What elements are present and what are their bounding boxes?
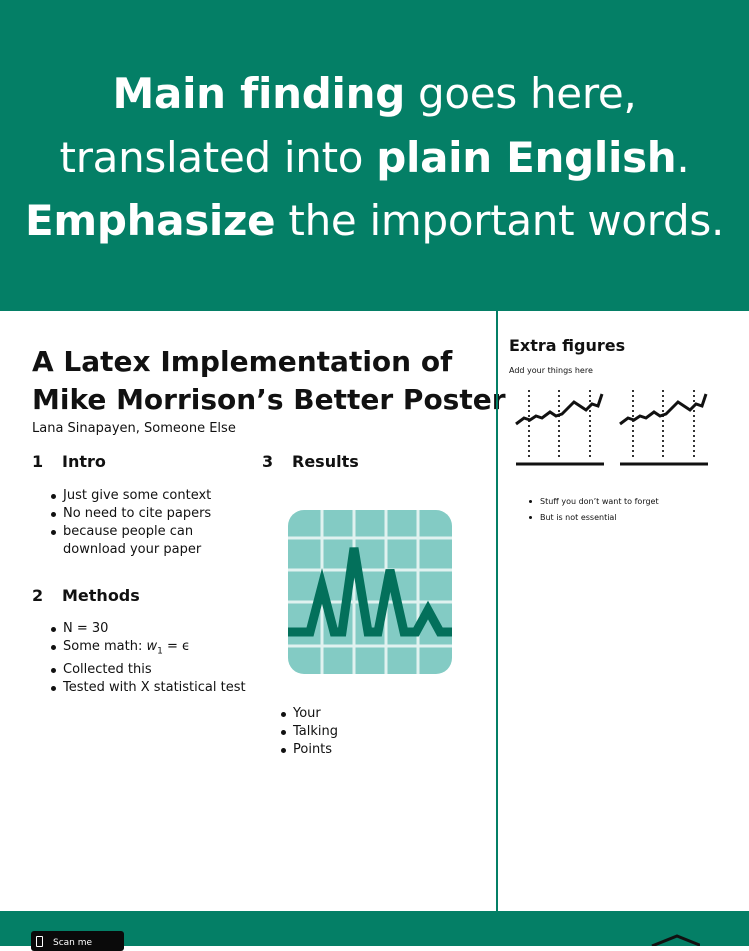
list-item: Points: [279, 741, 429, 759]
finding-emphasis: Main finding: [112, 69, 406, 118]
poster-authors: Lana Sinapayen, Someone Else: [32, 421, 236, 436]
section-results-heading: 3 Results: [262, 452, 359, 471]
list-item: No need to cite papers: [49, 505, 254, 523]
math-lead-text: Some math:: [63, 639, 147, 654]
footer-bar: Scan me: [0, 911, 749, 951]
section-title: Intro: [62, 452, 106, 471]
list-item: Talking: [279, 723, 429, 741]
extra-bullets: Stuff you don’t want to forget But is no…: [527, 494, 659, 526]
finding-line-3: Emphasize the important words.: [0, 195, 749, 247]
list-item: Stuff you don’t want to forget: [527, 494, 659, 510]
section-title: Methods: [62, 586, 140, 605]
results-bullets: Your Talking Points: [279, 705, 429, 759]
section-intro-heading: 1 Intro: [32, 452, 106, 471]
list-item: Your: [279, 705, 429, 723]
main-finding-banner: Main finding goes here, translated into …: [0, 0, 749, 311]
section-number: 3: [262, 452, 274, 471]
icon-grid: [288, 510, 452, 674]
line-chart-grid-icon: [288, 510, 452, 674]
sparkline-icon: [619, 390, 708, 466]
poster-title: A Latex Implementation of Mike Morrison’…: [32, 343, 506, 419]
list-item: Just give some context: [49, 487, 254, 505]
math-subscript: 1: [157, 646, 163, 657]
methods-bullets: N = 30 Some math: w1 = ϵ Collected this …: [49, 620, 254, 697]
section-methods-heading: 2 Methods: [32, 586, 140, 605]
intro-bullets: Just give some context No need to cite p…: [49, 487, 254, 559]
list-item: because people can download your paper: [49, 523, 254, 559]
finding-text: goes here,: [404, 69, 637, 118]
house-logo-icon: [651, 934, 700, 946]
list-item: N = 30: [49, 620, 254, 638]
finding-line-2: translated into plain English.: [0, 132, 749, 184]
sparkline-figures: [515, 390, 708, 466]
section-number: 2: [32, 586, 44, 605]
extra-figures-title: Extra figures: [509, 336, 626, 355]
sparkline-icon: [515, 390, 604, 466]
list-item: But is not essential: [527, 510, 659, 526]
poster-title-line-2: Mike Morrison’s Better Poster: [32, 383, 506, 416]
section-title: Results: [292, 452, 359, 471]
scan-me-label: Scan me: [53, 938, 93, 948]
finding-emphasis: plain English: [376, 133, 677, 182]
finding-emphasis: Emphasize: [24, 196, 276, 245]
list-item: Collected this: [49, 661, 254, 679]
list-item: Some math: w1 = ϵ: [49, 638, 254, 661]
finding-text: translated into: [59, 133, 377, 182]
math-expression: w1 = ϵ: [146, 639, 191, 657]
finding-line-1: Main finding goes here,: [0, 68, 749, 120]
icon-background: [288, 510, 452, 674]
finding-text: .: [676, 133, 690, 182]
poster-title-line-1: A Latex Implementation of: [32, 345, 453, 378]
phone-icon: [36, 936, 43, 947]
icon-trend-line: [288, 547, 452, 637]
math-rhs: = ϵ: [162, 639, 191, 654]
extra-figures-subtitle: Add your things here: [509, 366, 593, 375]
finding-text: the important words.: [275, 196, 725, 245]
column-divider: [496, 311, 498, 911]
section-number: 1: [32, 452, 44, 471]
list-item: Tested with X statistical test: [49, 679, 254, 697]
scan-me-button[interactable]: Scan me: [31, 931, 124, 951]
math-variable: w: [146, 639, 158, 654]
